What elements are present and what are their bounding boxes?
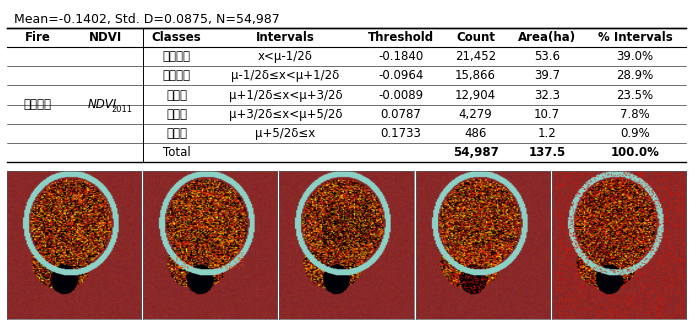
Text: μ-1/2δ≤x<μ+1/2δ: μ-1/2δ≤x<μ+1/2δ	[231, 70, 340, 82]
Text: Area(ha): Area(ha)	[518, 31, 576, 44]
Text: 0.1733: 0.1733	[380, 127, 421, 140]
Text: 100.0%: 100.0%	[611, 146, 660, 159]
Text: 28.9%: 28.9%	[617, 70, 653, 82]
Text: 영덕산불: 영덕산불	[24, 98, 51, 111]
Text: 12,904: 12,904	[455, 89, 496, 101]
Text: % Intervals: % Intervals	[598, 31, 672, 44]
Text: Count: Count	[456, 31, 495, 44]
Text: -0.0089: -0.0089	[378, 89, 423, 101]
Text: 486: 486	[464, 127, 486, 140]
Text: 39.0%: 39.0%	[617, 50, 653, 63]
Text: Total: Total	[163, 146, 191, 159]
Text: 23.5%: 23.5%	[617, 89, 653, 101]
Text: μ+3/2δ≤x<μ+5/2δ: μ+3/2δ≤x<μ+5/2δ	[229, 108, 342, 121]
Text: 15,866: 15,866	[455, 70, 496, 82]
Text: Classes: Classes	[152, 31, 202, 44]
Text: μ+5/2δ≤x: μ+5/2δ≤x	[255, 127, 315, 140]
Text: μ+1/2δ≤x<μ+3/2δ: μ+1/2δ≤x<μ+3/2δ	[229, 89, 342, 101]
Text: -0.0964: -0.0964	[378, 70, 423, 82]
Text: Mean=-0.1402, Std. D=0.0875, N=54,987: Mean=-0.1402, Std. D=0.0875, N=54,987	[14, 13, 279, 26]
Text: 54,987: 54,987	[453, 146, 498, 159]
Text: Threshold: Threshold	[368, 31, 434, 44]
Text: NDVI: NDVI	[89, 31, 122, 44]
Text: 39.7: 39.7	[534, 70, 560, 82]
Text: 피해중: 피해중	[166, 89, 187, 101]
Text: Intervals: Intervals	[256, 31, 315, 44]
Text: -0.1840: -0.1840	[378, 50, 423, 63]
Text: 수관열해: 수관열해	[163, 70, 191, 82]
Text: Fire: Fire	[24, 31, 51, 44]
Text: 4,279: 4,279	[459, 108, 493, 121]
Text: 미피해: 미피해	[166, 127, 187, 140]
Text: 1.2: 1.2	[538, 127, 556, 140]
Text: 2011: 2011	[112, 105, 133, 114]
Text: 32.3: 32.3	[534, 89, 560, 101]
Text: x<μ-1/2δ: x<μ-1/2δ	[258, 50, 313, 63]
Text: 53.6: 53.6	[534, 50, 560, 63]
Text: 10.7: 10.7	[534, 108, 560, 121]
Text: 수관전소: 수관전소	[163, 50, 191, 63]
Text: 0.9%: 0.9%	[620, 127, 650, 140]
Text: 피해경: 피해경	[166, 108, 187, 121]
Text: 137.5: 137.5	[528, 146, 565, 159]
Text: 7.8%: 7.8%	[620, 108, 650, 121]
Text: 21,452: 21,452	[455, 50, 496, 63]
Text: NDVI: NDVI	[87, 98, 116, 111]
Text: 0.0787: 0.0787	[380, 108, 421, 121]
